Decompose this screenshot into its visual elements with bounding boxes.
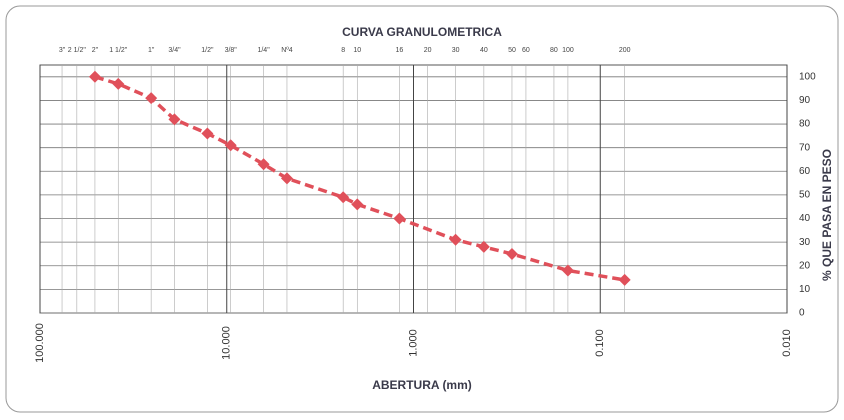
data-point [449, 233, 462, 246]
top-tick-label: 2 1/2" [68, 47, 87, 54]
top-tick-label: 16 [395, 47, 403, 54]
y-tick-label: 0 [799, 308, 805, 319]
data-point [168, 113, 181, 126]
data-point [280, 172, 293, 185]
top-tick-label: 30 [452, 47, 460, 54]
data-point [477, 240, 490, 253]
y-axis-title: % QUE PASA EN PESO [820, 149, 834, 281]
top-tick-label: 40 [480, 47, 488, 54]
frame [5, 5, 839, 413]
data-point [112, 77, 125, 90]
top-tick-label: 50 [508, 47, 516, 54]
x-tick-label: 0.100 [594, 329, 606, 357]
y-tick-label: 30 [799, 237, 811, 248]
top-tick-label: 1/2" [201, 47, 214, 54]
x-axis-title: ABERTURA (mm) [372, 378, 472, 392]
top-tick-label: Nº4 [281, 47, 293, 54]
data-point [505, 247, 518, 260]
top-tick-label: 1 1/2" [109, 47, 128, 54]
x-tick-label: 100.000 [34, 323, 46, 363]
y-tick-label: 90 [799, 95, 811, 106]
top-tick-label: 10 [353, 47, 361, 54]
y-tick-label: 50 [799, 190, 811, 201]
top-tick-label: 80 [550, 47, 558, 54]
data-line [94, 75, 625, 282]
data-point [337, 191, 350, 204]
y-tick-label: 100 [799, 71, 816, 82]
data-point [145, 92, 158, 105]
top-tick-label: 2" [92, 47, 99, 54]
x-tick-label: 10.000 [221, 326, 233, 360]
data-point [224, 139, 237, 152]
data-point [618, 273, 631, 286]
y-tick-label: 70 [799, 142, 811, 153]
y-tick-label: 80 [799, 119, 811, 130]
top-tick-label: 200 [619, 47, 631, 54]
top-tick-label: 3/4" [168, 47, 181, 54]
data-point [393, 212, 406, 225]
data-point [257, 158, 270, 171]
x-tick-label: 0.010 [781, 329, 793, 357]
y-tick-label: 60 [799, 166, 811, 177]
data-point [88, 70, 101, 83]
y-tick-label: 10 [799, 284, 811, 295]
top-tick-label: 20 [424, 47, 432, 54]
top-tick-label: 3/8" [225, 47, 238, 54]
top-tick-label: 3" [59, 47, 66, 54]
top-tick-label: 1/4" [257, 47, 270, 54]
chart-title: CURVA GRANULOMETRICA [342, 25, 502, 39]
data-point [351, 198, 364, 211]
data-point [201, 127, 214, 140]
top-tick-label: 1" [148, 47, 155, 54]
x-tick-label: 1.000 [407, 329, 419, 357]
data-point [561, 264, 574, 277]
y-tick-label: 20 [799, 260, 811, 271]
y-tick-label: 40 [799, 213, 811, 224]
top-tick-label: 100 [562, 47, 574, 54]
top-tick-label: 8 [341, 47, 345, 54]
top-tick-label: 60 [522, 47, 530, 54]
